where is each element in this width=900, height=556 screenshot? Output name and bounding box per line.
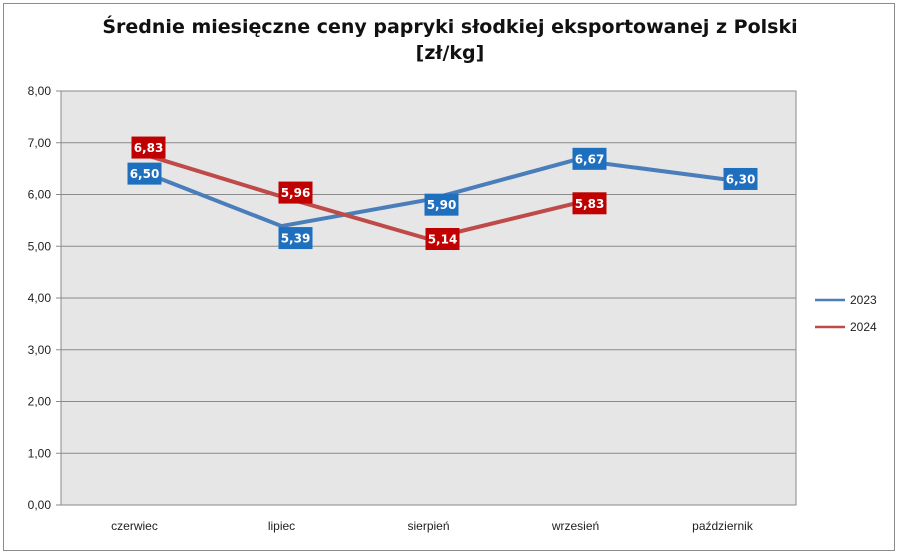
y-tick-label: 8,00 (28, 84, 52, 98)
data-label-box (131, 136, 166, 159)
legend: 2023 2024 (815, 293, 877, 334)
data-labels: 6,50 5,39 5,90 6,67 6,30 6,83 5,96 5,14 5,83 (127, 136, 758, 251)
chart-title-line: Średnie miesięczne ceny papryki słodkiej… (102, 16, 798, 38)
chart-subtitle: [zł/kg] (415, 42, 485, 64)
data-label-2024: 5,96 (278, 181, 313, 204)
y-tick-label: 5,00 (28, 239, 52, 253)
x-tick-label: wrzesień (551, 519, 599, 533)
y-tick-label: 4,00 (28, 291, 52, 305)
y-tick-label: 6,00 (28, 188, 52, 202)
data-label-2023: 6,30 (723, 167, 758, 190)
data-label-2024: 5,83 (572, 192, 607, 215)
series-line-2024 (132, 149, 578, 242)
data-label-text: 6,30 (726, 172, 756, 186)
data-label-2023: 6,50 (127, 162, 162, 185)
data-label-text: 5,83 (575, 197, 605, 211)
x-tick-label: sierpień (407, 519, 449, 533)
legend-label-2024: 2024 (850, 320, 877, 334)
data-label-text: 5,14 (428, 233, 458, 247)
y-tick-label: 7,00 (28, 136, 52, 150)
data-label-text: 6,67 (575, 152, 605, 166)
x-axis-ticks: czerwiec lipiec sierpień wrzesień październi… (111, 519, 754, 533)
data-label-2023: 5,39 (278, 227, 313, 250)
data-label-2024: 6,83 (131, 136, 166, 159)
legend-label-2023: 2023 (850, 293, 877, 307)
data-label-2023: 6,67 (572, 147, 607, 170)
x-tick-label: czerwiec (111, 519, 158, 533)
data-label-box (278, 227, 313, 250)
data-label-2024: 5,14 (425, 228, 460, 251)
data-label-text: 6,50 (130, 167, 160, 181)
chart-title: Średnie miesięczne ceny papryki słodkiej… (0, 14, 900, 66)
y-tick-label: 2,00 (28, 395, 52, 409)
data-label-text: 5,96 (281, 186, 311, 200)
data-label-box (424, 193, 459, 216)
data-label-box (127, 162, 162, 185)
data-label-box (572, 192, 607, 215)
data-label-box (278, 181, 313, 204)
data-label-2023: 5,90 (424, 193, 459, 216)
y-tick-label: 1,00 (28, 446, 52, 460)
data-label-box (572, 147, 607, 170)
y-tick-label: 0,00 (28, 498, 52, 512)
y-axis-ticks: 0,00 1,00 2,00 3,00 4,00 5,00 6,00 7,00 8,00 (28, 84, 52, 512)
x-tick-label: październik (692, 519, 754, 533)
x-tick-label: lipiec (268, 519, 295, 533)
y-tick-label: 3,00 (28, 343, 52, 357)
data-label-box (723, 167, 758, 190)
data-label-box (425, 228, 460, 251)
data-label-text: 6,83 (134, 141, 164, 155)
data-label-text: 5,90 (427, 198, 457, 212)
data-label-text: 5,39 (281, 232, 311, 246)
